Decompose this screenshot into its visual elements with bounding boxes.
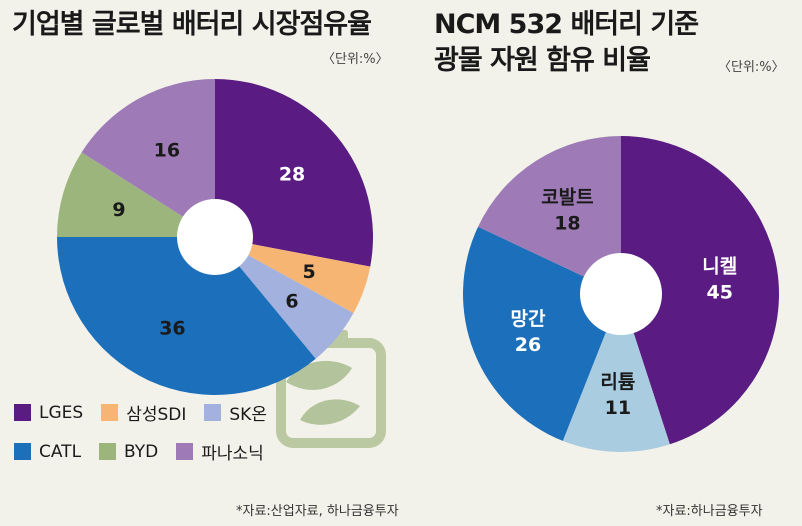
left-source-note: *자료:산업자료, 하나금융투자 xyxy=(236,504,399,519)
legend-label-catl: CATL xyxy=(39,441,82,462)
right-value-label-1: 리튬 11 xyxy=(600,371,635,419)
legend-item-catl: CATL xyxy=(14,439,81,464)
legend-item-byd: BYD xyxy=(99,439,158,464)
legend-item-sk-on: SK온 xyxy=(204,400,267,425)
left-unit-label: 〈단위:%〉 xyxy=(322,52,389,67)
left-chart-legend: LGES 삼성SDI SK온 CATL BYD 파나소닉 xyxy=(14,400,334,478)
legend-label-samsung-sdi: 삼성SDI xyxy=(126,405,187,425)
left-chart-title: 기업별 글로벌 배터리 시장점유율 xyxy=(12,9,372,40)
right-value-label-0: 니켈 45 xyxy=(702,255,737,303)
left-value-label-2: 6 xyxy=(285,291,298,313)
legend-label-lges: LGES xyxy=(39,402,84,423)
right-chart-title-line1: NCM 532 배터리 기준 xyxy=(434,9,699,40)
left-slice-5 xyxy=(81,79,215,237)
left-value-label-3: 36 xyxy=(159,317,185,339)
right-slice-0 xyxy=(621,136,780,445)
right-slice-2 xyxy=(462,226,621,441)
right-donut-hole xyxy=(580,253,662,335)
left-value-label-5: 16 xyxy=(154,139,180,161)
legend-item-lges: LGES xyxy=(14,400,83,425)
legend-label-byd: BYD xyxy=(124,441,159,462)
left-slice-1 xyxy=(215,237,371,314)
right-value-label-3: 코발트 18 xyxy=(541,187,593,235)
legend-item-samsung-sdi: 삼성SDI xyxy=(101,400,186,425)
left-value-label-4: 9 xyxy=(112,199,125,221)
right-value-label-2: 망간 26 xyxy=(511,308,546,356)
left-donut-chart: 28 56 36 9 16 xyxy=(57,79,374,395)
left-slice-3 xyxy=(57,237,316,395)
right-unit-label: 〈단위:%〉 xyxy=(718,60,785,75)
left-slice-4 xyxy=(57,152,215,237)
left-value-label-0: 28 xyxy=(279,163,305,185)
legend-label-panasonic: 파나소닉 xyxy=(201,444,264,464)
left-slice-2 xyxy=(215,237,354,359)
legend-item-panasonic: 파나소닉 xyxy=(176,439,264,464)
right-chart-title-line2: 광물 자원 함유 비율 xyxy=(434,45,651,76)
legend-label-sk-on: SK온 xyxy=(229,405,267,425)
left-donut-hole xyxy=(177,199,253,275)
left-value-label-1: 5 xyxy=(302,261,315,283)
right-source-note: *자료:하나금융투자 xyxy=(656,504,763,519)
right-slice-1 xyxy=(562,294,670,452)
right-slice-3 xyxy=(478,136,621,294)
left-slice-0 xyxy=(215,79,374,267)
right-donut-chart: 니켈 45 리튬 11 망간 26 코발트 18 xyxy=(462,136,780,452)
